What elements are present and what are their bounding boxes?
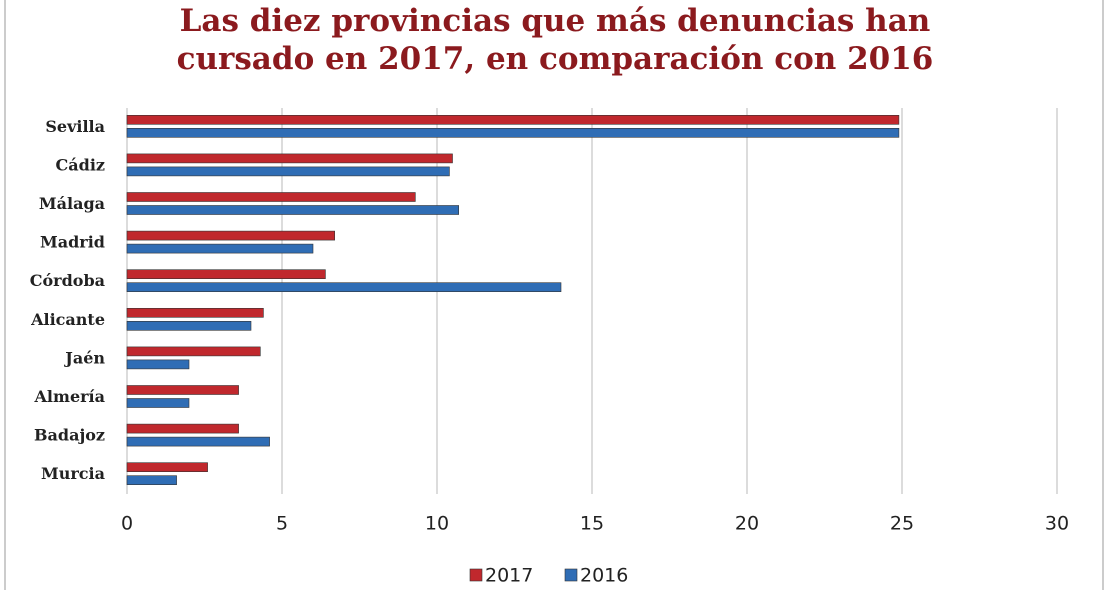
bar bbox=[126, 269, 326, 280]
y-tick-label: Murcia bbox=[41, 464, 105, 483]
chart-title: Las diez provincias que más denuncias ha… bbox=[176, 3, 934, 77]
bar bbox=[126, 436, 270, 447]
y-tick-label: Badajoz bbox=[34, 426, 105, 445]
x-tick-label: 5 bbox=[276, 513, 288, 535]
y-tick-label: Madrid bbox=[40, 233, 105, 252]
x-tick-label: 25 bbox=[890, 513, 914, 535]
legend-label: 2017 bbox=[485, 565, 533, 587]
bar bbox=[126, 128, 900, 138]
bar bbox=[126, 385, 239, 395]
bar bbox=[126, 192, 416, 202]
bar bbox=[126, 153, 453, 164]
y-tick-label: Jaén bbox=[63, 348, 105, 367]
bar bbox=[126, 423, 239, 434]
bar bbox=[126, 166, 450, 177]
bar bbox=[126, 346, 261, 357]
bar bbox=[126, 475, 177, 486]
bar bbox=[126, 115, 900, 125]
y-tick-label: Sevilla bbox=[45, 117, 105, 136]
bar bbox=[126, 230, 335, 241]
legend-swatch bbox=[564, 568, 578, 582]
x-tick-label: 20 bbox=[735, 513, 759, 535]
x-tick-label: 15 bbox=[580, 513, 604, 535]
bar bbox=[126, 320, 252, 331]
legend-swatch bbox=[469, 568, 483, 582]
frame bbox=[4, 0, 1104, 590]
bar bbox=[126, 398, 190, 408]
y-tick-label: Málaga bbox=[39, 194, 105, 213]
y-tick-label: Cádiz bbox=[56, 155, 105, 174]
y-tick-label: Córdoba bbox=[30, 271, 105, 290]
y-tick-label: Almería bbox=[34, 387, 105, 406]
bar bbox=[126, 243, 314, 254]
bar bbox=[126, 307, 264, 318]
bar bbox=[126, 359, 190, 370]
bar bbox=[126, 282, 562, 293]
legend-label: 2016 bbox=[580, 565, 628, 587]
y-tick-label: Alicante bbox=[30, 310, 105, 329]
x-tick-label: 30 bbox=[1045, 513, 1069, 535]
bar bbox=[126, 205, 460, 215]
x-tick-label: 10 bbox=[425, 513, 449, 535]
x-tick-label: 0 bbox=[121, 513, 133, 535]
bar bbox=[126, 462, 208, 473]
